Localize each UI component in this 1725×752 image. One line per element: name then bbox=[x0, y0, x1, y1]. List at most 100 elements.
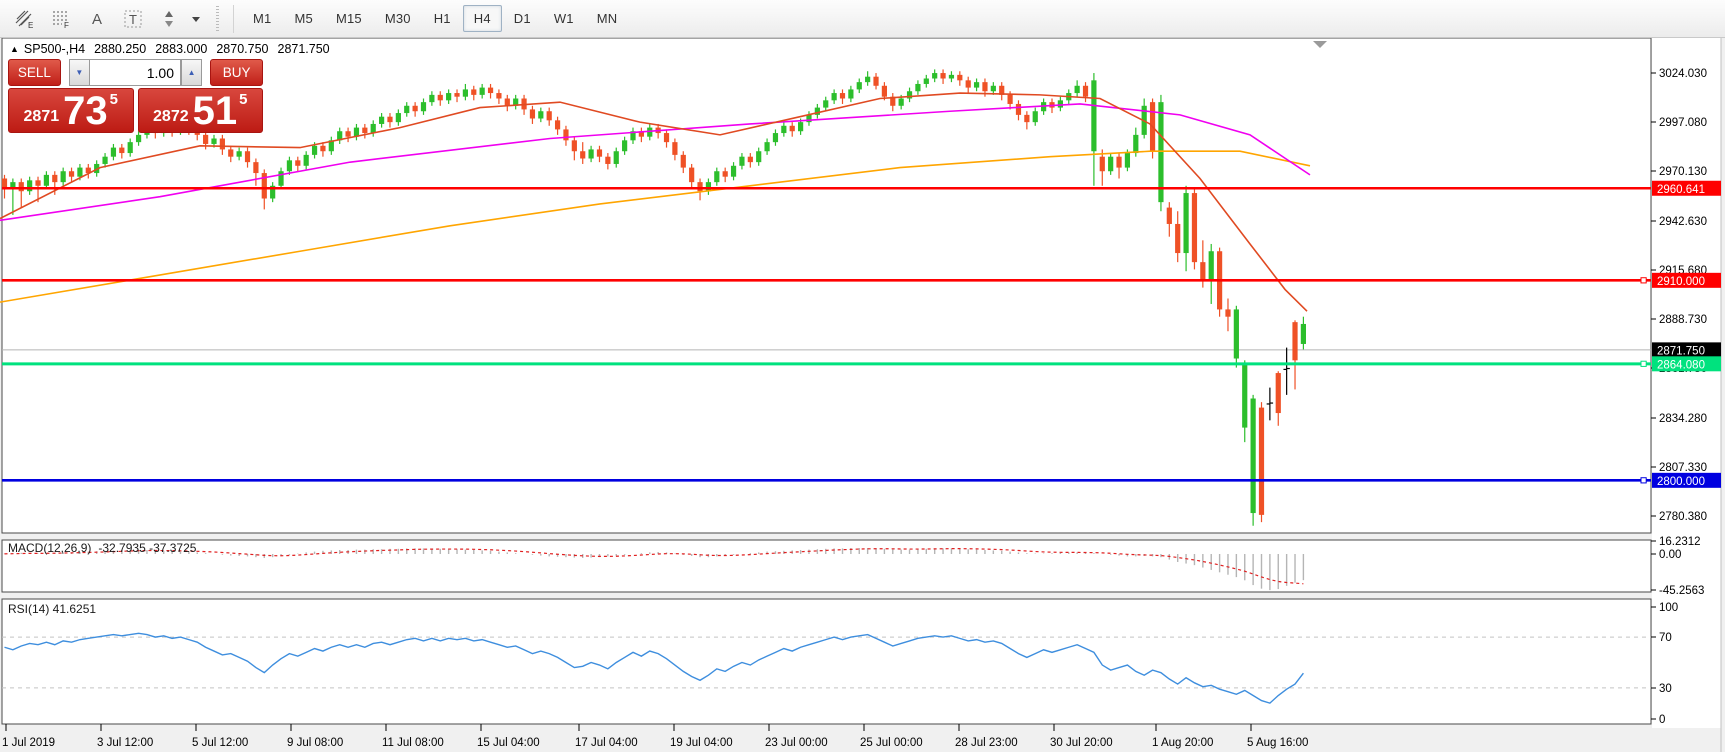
time-tick-label: 1 Jul 2019 bbox=[2, 737, 55, 749]
macd-signal-line bbox=[4, 548, 1304, 585]
toolbar: E F A T M1 M5 M15 M30 H1 H4 D1 W1 MN bbox=[0, 0, 1725, 38]
time-axis[interactable]: 1 Jul 2019 3 Jul 12:00 5 Jul 12:00 9 Jul 08… bbox=[2, 724, 1308, 749]
timeframe-button-M1[interactable]: M1 bbox=[253, 11, 272, 26]
price-marker bbox=[1652, 272, 1721, 288]
symbol-arrow-icon: ▲ bbox=[10, 44, 19, 54]
symbol-name: SP500-,H4 bbox=[23, 42, 86, 56]
text-label-tool[interactable]: A bbox=[80, 4, 114, 34]
buy-price-big: 51 bbox=[192, 89, 238, 134]
price-marker-label: 2910.000 bbox=[1657, 276, 1705, 288]
price-axis-strip[interactable] bbox=[1652, 38, 1721, 728]
chart-shift-marker[interactable] bbox=[1313, 41, 1327, 48]
price-tick-label: 2780.380 bbox=[1659, 511, 1707, 523]
volume-increase-button[interactable]: ▲ bbox=[181, 59, 203, 86]
equidistant-channel-icon: E bbox=[15, 10, 33, 30]
volume-decrease-button[interactable]: ▼ bbox=[68, 59, 89, 86]
timeframe-button-M5[interactable]: M5 bbox=[294, 11, 313, 26]
svg-text:T: T bbox=[129, 12, 137, 27]
price-marker-label: 2864.080 bbox=[1657, 359, 1705, 371]
rsi-axis-label: 100 bbox=[1659, 602, 1678, 614]
macd-indicator-label: MACD(12,26,9) -32.7935 -37.3725 bbox=[8, 541, 196, 555]
timeframe-button-M30[interactable]: M30 bbox=[384, 11, 411, 26]
time-tick-label: 28 Jul 23:00 bbox=[955, 737, 1018, 749]
rsi-pane[interactable] bbox=[1, 598, 1652, 725]
timeframe-button-H1[interactable]: H1 bbox=[433, 11, 451, 26]
price-tick-label: 2942.630 bbox=[1659, 216, 1707, 228]
sell-price-big: 73 bbox=[63, 89, 108, 134]
rsi-line bbox=[4, 632, 1304, 704]
time-tick-label: 25 Jul 00:00 bbox=[860, 737, 923, 749]
macd-pane[interactable] bbox=[1, 539, 1652, 593]
time-tick-label: 30 Jul 20:00 bbox=[1050, 737, 1113, 749]
timeframe-button-MN[interactable]: MN bbox=[596, 11, 618, 26]
text-tool[interactable]: T bbox=[116, 4, 150, 34]
time-tick-label: 1 Aug 20:00 bbox=[1152, 737, 1213, 749]
chart-ohlc-header: ▲ SP500-,H4 2880.250 2883.000 2870.750 2871.7… bbox=[10, 42, 330, 56]
price-tick-label: 2888.730 bbox=[1659, 314, 1707, 326]
macd-values: -32.7935 -37.3725 bbox=[98, 541, 197, 555]
buy-button[interactable]: BUY bbox=[210, 59, 263, 86]
ma-slow-line bbox=[0, 150, 1311, 303]
timeframe-toolbar: M1 M5 M15 M30 H1 H4 D1 W1 MN bbox=[242, 5, 629, 32]
arrow-tools-dropdown[interactable] bbox=[188, 4, 204, 34]
price-marker-label: 2800.000 bbox=[1657, 476, 1705, 488]
time-tick-label: 23 Jul 00:00 bbox=[765, 737, 828, 749]
time-tick-label: 19 Jul 04:00 bbox=[670, 737, 733, 749]
line-drag-handle[interactable] bbox=[1640, 477, 1647, 484]
rsi-axis-label: 0 bbox=[1659, 714, 1665, 726]
macd-axis-label: 16.2312 bbox=[1659, 536, 1701, 548]
text-tool-icon: T bbox=[124, 10, 142, 27]
sell-price-sup: 5 bbox=[109, 91, 118, 108]
time-tick-label: 11 Jul 08:00 bbox=[382, 737, 444, 749]
time-tick-label: 17 Jul 04:00 bbox=[575, 737, 638, 749]
ohlc-low: 2870.750 bbox=[216, 42, 269, 56]
timeframe-button-H4[interactable]: H4 bbox=[462, 5, 502, 32]
fibonacci-icon: F bbox=[53, 10, 69, 30]
price-marker bbox=[1652, 356, 1721, 372]
time-tick-label: 5 Jul 12:00 bbox=[192, 737, 248, 749]
line-drag-handle[interactable] bbox=[1640, 277, 1647, 284]
macd-axis-label: 0.00 bbox=[1659, 549, 1681, 561]
buy-price-display[interactable]: 2872 51 5 bbox=[137, 88, 263, 134]
price-marker-label: 2960.641 bbox=[1657, 184, 1705, 196]
time-tick-label: 3 Jul 12:00 bbox=[97, 737, 153, 749]
toolbar-grip[interactable] bbox=[216, 5, 219, 32]
price-tick-label: 3024.030 bbox=[1659, 68, 1707, 80]
fibonacci-retracement-tool[interactable]: F bbox=[44, 4, 78, 34]
price-tick-label: 2970.130 bbox=[1659, 166, 1707, 178]
macd-axis-label: -45.2563 bbox=[1659, 585, 1704, 597]
svg-text:E: E bbox=[28, 21, 33, 30]
line-drag-handle[interactable] bbox=[1640, 360, 1647, 367]
buy-price-sup: 5 bbox=[239, 91, 248, 108]
timeframe-button-M15[interactable]: M15 bbox=[335, 11, 362, 26]
ohlc-close: 2871.750 bbox=[277, 42, 330, 56]
price-marker bbox=[1652, 180, 1721, 196]
rsi-axis-label: 70 bbox=[1659, 632, 1672, 644]
equidistant-channel-tool[interactable]: E bbox=[8, 4, 42, 34]
volume-input[interactable] bbox=[89, 59, 181, 86]
one-click-trading-panel: SELL ▼ ▲ BUY 2871 73 5 2872 51 5 bbox=[8, 59, 263, 133]
price-marker bbox=[1652, 342, 1721, 358]
sell-button[interactable]: SELL bbox=[8, 59, 61, 86]
text-label-icon: A bbox=[92, 11, 102, 28]
svg-text:F: F bbox=[64, 21, 69, 30]
sell-price-display[interactable]: 2871 73 5 bbox=[8, 88, 134, 133]
time-tick-label: 15 Jul 04:00 bbox=[477, 737, 540, 749]
rsi-indicator-label: RSI(14) 41.6251 bbox=[8, 602, 96, 616]
arrow-tools[interactable] bbox=[152, 4, 186, 34]
rsi-axis-label: 30 bbox=[1659, 683, 1672, 695]
price-marker bbox=[1652, 472, 1721, 488]
macd-name: MACD(12,26,9) bbox=[8, 541, 92, 555]
buy-price-prefix: 2872 bbox=[153, 108, 189, 125]
arrows-icon bbox=[165, 10, 173, 27]
sell-price-prefix: 2871 bbox=[23, 108, 60, 125]
chevron-down-icon bbox=[192, 16, 200, 22]
main-pane[interactable] bbox=[1, 37, 1652, 534]
ohlc-open: 2880.250 bbox=[94, 42, 147, 56]
timeframe-button-W1[interactable]: W1 bbox=[553, 11, 574, 26]
timeframe-button-D1[interactable]: D1 bbox=[513, 11, 531, 26]
price-tick-label: 2834.280 bbox=[1659, 413, 1707, 425]
price-tick-label: 2997.080 bbox=[1659, 117, 1707, 129]
